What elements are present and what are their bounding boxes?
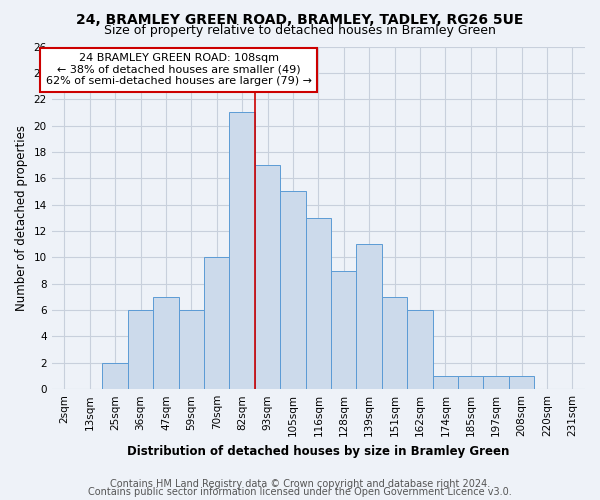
Bar bbox=[128, 310, 153, 389]
Bar bbox=[356, 244, 382, 389]
Bar bbox=[204, 258, 229, 389]
Bar bbox=[153, 297, 179, 389]
Text: 24, BRAMLEY GREEN ROAD, BRAMLEY, TADLEY, RG26 5UE: 24, BRAMLEY GREEN ROAD, BRAMLEY, TADLEY,… bbox=[76, 12, 524, 26]
Bar bbox=[382, 297, 407, 389]
Bar bbox=[255, 165, 280, 389]
Y-axis label: Number of detached properties: Number of detached properties bbox=[15, 125, 28, 311]
Text: 24 BRAMLEY GREEN ROAD: 108sqm
← 38% of detached houses are smaller (49)
62% of s: 24 BRAMLEY GREEN ROAD: 108sqm ← 38% of d… bbox=[46, 53, 311, 86]
Bar bbox=[305, 218, 331, 389]
Text: Contains public sector information licensed under the Open Government Licence v3: Contains public sector information licen… bbox=[88, 487, 512, 497]
Bar bbox=[229, 112, 255, 389]
Bar bbox=[433, 376, 458, 389]
Bar bbox=[458, 376, 484, 389]
X-axis label: Distribution of detached houses by size in Bramley Green: Distribution of detached houses by size … bbox=[127, 444, 509, 458]
Bar bbox=[484, 376, 509, 389]
Bar bbox=[509, 376, 534, 389]
Bar bbox=[280, 192, 305, 389]
Bar bbox=[103, 363, 128, 389]
Bar bbox=[407, 310, 433, 389]
Bar bbox=[331, 270, 356, 389]
Text: Size of property relative to detached houses in Bramley Green: Size of property relative to detached ho… bbox=[104, 24, 496, 37]
Text: Contains HM Land Registry data © Crown copyright and database right 2024.: Contains HM Land Registry data © Crown c… bbox=[110, 479, 490, 489]
Bar bbox=[179, 310, 204, 389]
